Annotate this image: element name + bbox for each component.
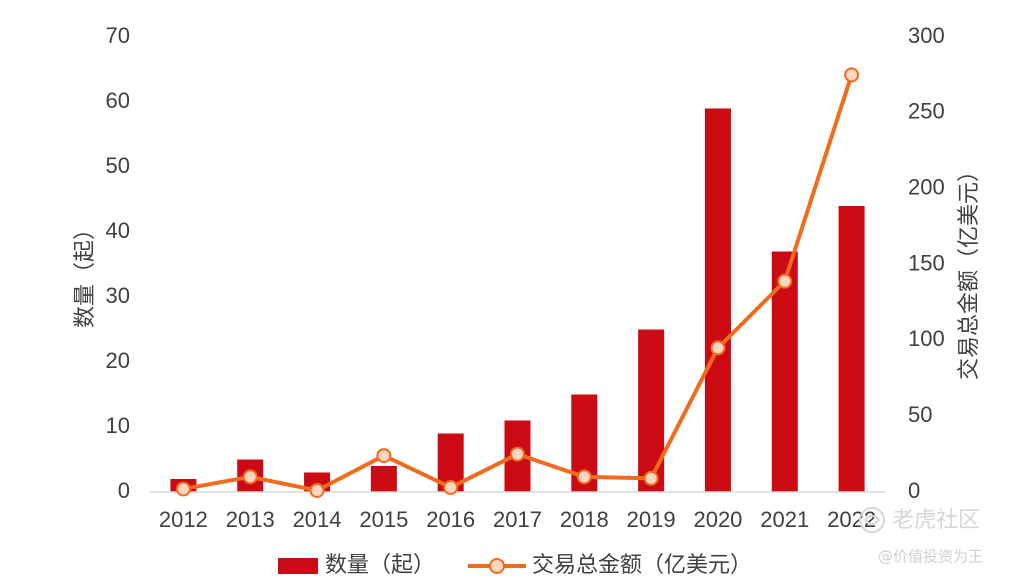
line-point xyxy=(242,469,258,485)
bar xyxy=(704,108,731,492)
right-tick-label: 50 xyxy=(908,402,932,427)
right-tick-label: 200 xyxy=(908,174,945,199)
watermark-brand: 老虎社区 xyxy=(892,508,980,533)
tiger-logo-icon xyxy=(859,507,885,533)
line-point xyxy=(777,273,793,289)
left-tick-label: 60 xyxy=(106,88,130,113)
bar xyxy=(638,329,665,492)
right-tick-label: 250 xyxy=(908,99,945,124)
legend-swatch-marker xyxy=(489,558,505,574)
x-tick-label: 2020 xyxy=(693,507,742,532)
right-tick-label: 300 xyxy=(908,23,945,48)
left-tick-label: 10 xyxy=(106,413,130,438)
x-tick-label: 2015 xyxy=(359,507,408,532)
x-axis-ticks: 2012 2013 2014 2015 2016 2017 2018 2019 2020 2021… xyxy=(159,507,876,532)
legend-label-line: 交易总金额（亿美元） xyxy=(532,553,752,578)
right-tick-label: 150 xyxy=(908,250,945,275)
left-tick-label: 50 xyxy=(106,153,130,178)
line-point xyxy=(710,340,726,356)
right-axis-ticks: 0 50 100 150 200 250 300 xyxy=(908,23,945,503)
line-point xyxy=(844,67,860,83)
line-point xyxy=(576,469,592,485)
x-tick-label: 2022 xyxy=(827,507,876,532)
x-tick-label: 2016 xyxy=(426,507,475,532)
watermark-author: @价值投资为王 xyxy=(878,548,983,566)
bar xyxy=(370,466,397,492)
right-axis-title: 交易总金额（亿美元） xyxy=(957,160,982,380)
x-tick-label: 2012 xyxy=(159,507,208,532)
x-tick-label: 2021 xyxy=(760,507,809,532)
line-point xyxy=(376,448,392,464)
left-axis-ticks: 0 10 20 30 40 50 60 70 xyxy=(106,23,130,503)
left-tick-label: 30 xyxy=(106,283,130,308)
x-tick-label: 2018 xyxy=(560,507,609,532)
legend-swatch-bar xyxy=(278,558,318,574)
left-axis-title: 数量（起） xyxy=(73,218,98,328)
legend-label-bar: 数量（起） xyxy=(325,553,435,578)
line-point xyxy=(175,481,191,497)
x-tick-label: 2013 xyxy=(226,507,275,532)
bar-series xyxy=(170,108,865,492)
line-point xyxy=(309,482,325,498)
x-tick-label: 2017 xyxy=(493,507,542,532)
right-tick-label: 0 xyxy=(908,478,920,503)
line-point xyxy=(643,470,659,486)
bar xyxy=(838,206,865,492)
right-tick-label: 100 xyxy=(908,326,945,351)
x-tick-label: 2014 xyxy=(293,507,342,532)
legend: 数量（起） 交易总金额（亿美元） xyxy=(278,553,752,578)
line-series xyxy=(175,67,860,498)
left-tick-label: 40 xyxy=(106,218,130,243)
left-tick-label: 70 xyxy=(106,23,130,48)
line-point xyxy=(510,446,525,462)
line-point xyxy=(443,479,459,495)
left-tick-label: 0 xyxy=(118,478,130,503)
left-tick-label: 20 xyxy=(106,348,130,373)
watermark: 老虎社区 @价值投资为王 xyxy=(859,507,983,566)
x-tick-label: 2019 xyxy=(627,507,676,532)
